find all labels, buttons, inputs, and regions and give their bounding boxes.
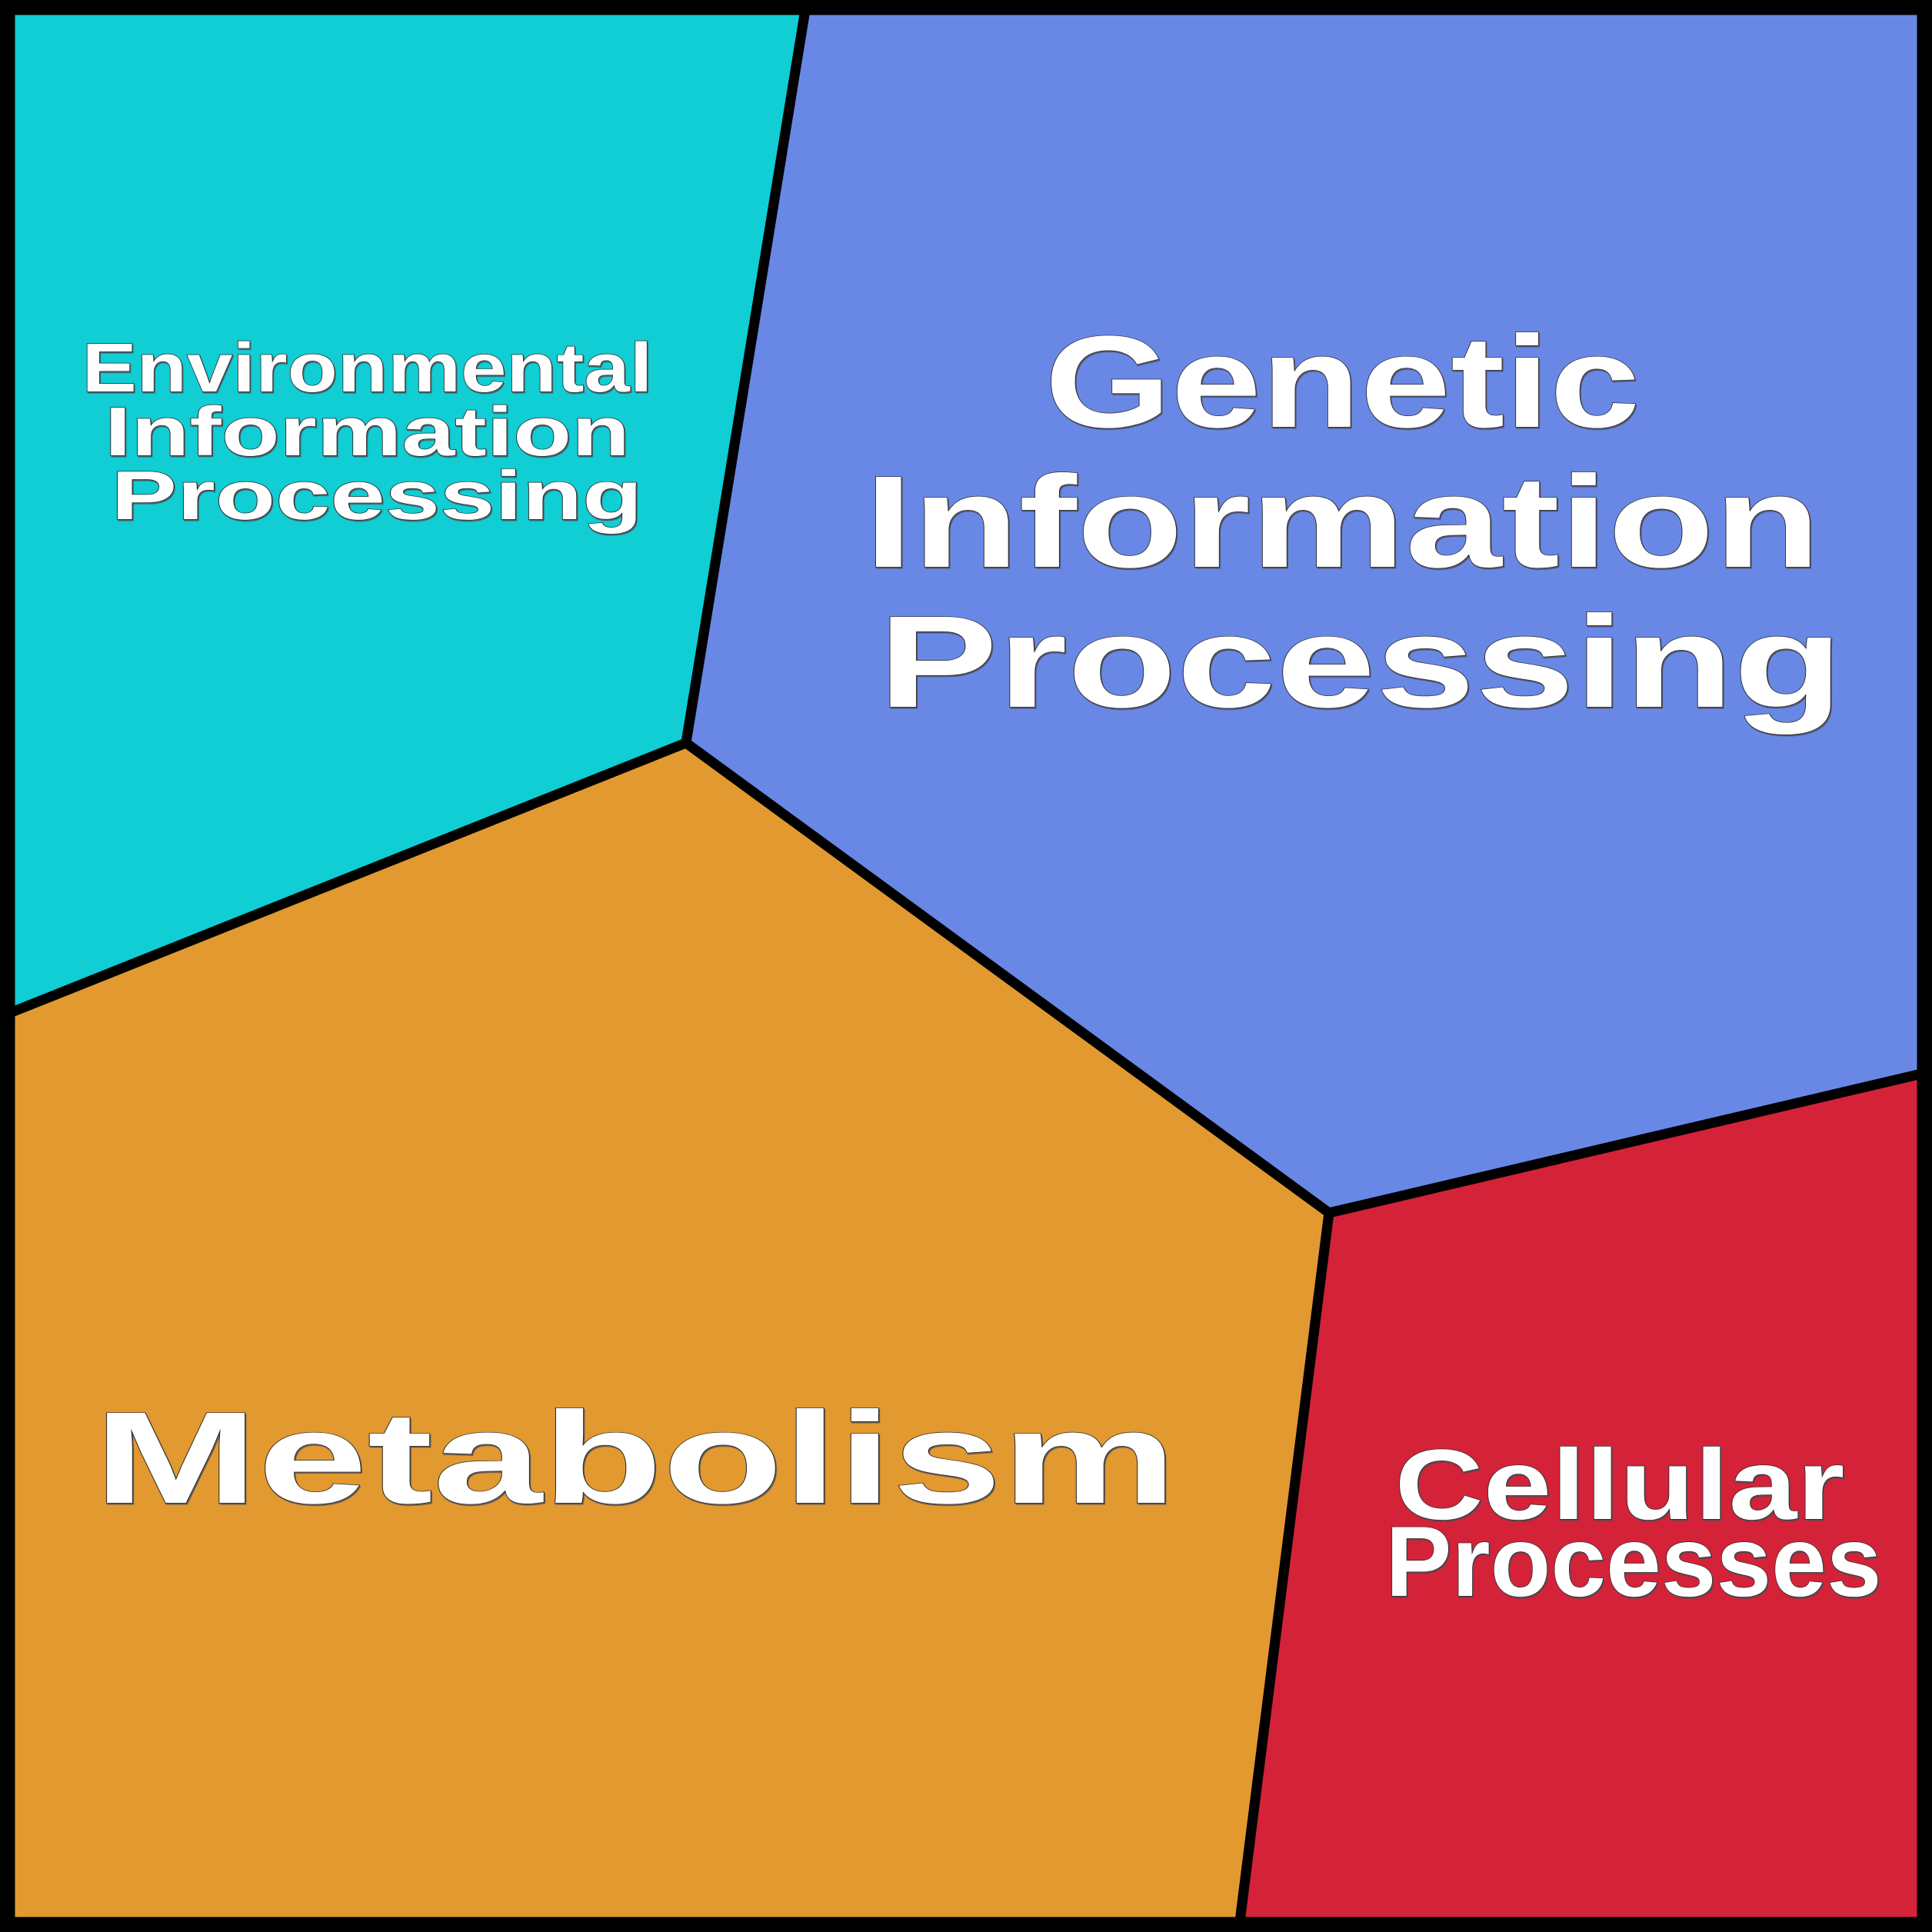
- svg-text:Cellular Processes: Cellular Processes: [1386, 1428, 1882, 1617]
- svg-text:Environmental Information: Environmental Information Processing: [82, 330, 671, 535]
- svg-text:Metabolism: Metabolism: [94, 1385, 1177, 1531]
